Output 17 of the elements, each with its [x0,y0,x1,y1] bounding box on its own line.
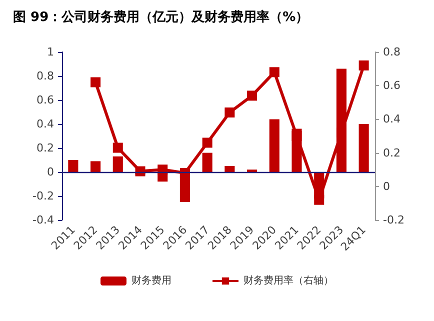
chart-title: 图 99：公司财务费用（亿元）及财务费用率（%） [13,9,309,25]
legend-label: 财务费用率（右轴） [244,274,334,286]
y2-tick-label: 0.2 [383,146,400,160]
y-tick-label: -0.2 [32,190,54,202]
y-tick-label: 0.8 [36,70,54,82]
y2-tick-label: 0 [383,180,390,193]
y2-tick-label: 0.8 [383,46,400,58]
y-tick-label: 1 [47,46,54,58]
y-tick-label: 0.4 [36,118,54,130]
y2-tick-label: -0.2 [383,214,404,226]
y-tick-label: 0.2 [36,142,54,154]
y2-tick-label: 0.6 [383,79,400,92]
y2-tick-label: 0.4 [383,112,400,126]
legend-label: 财务费用 [132,274,172,286]
y-tick-label: 0 [47,166,54,178]
y-tick-label: 0.6 [36,94,54,106]
y-tick-label: -0.4 [32,214,54,226]
